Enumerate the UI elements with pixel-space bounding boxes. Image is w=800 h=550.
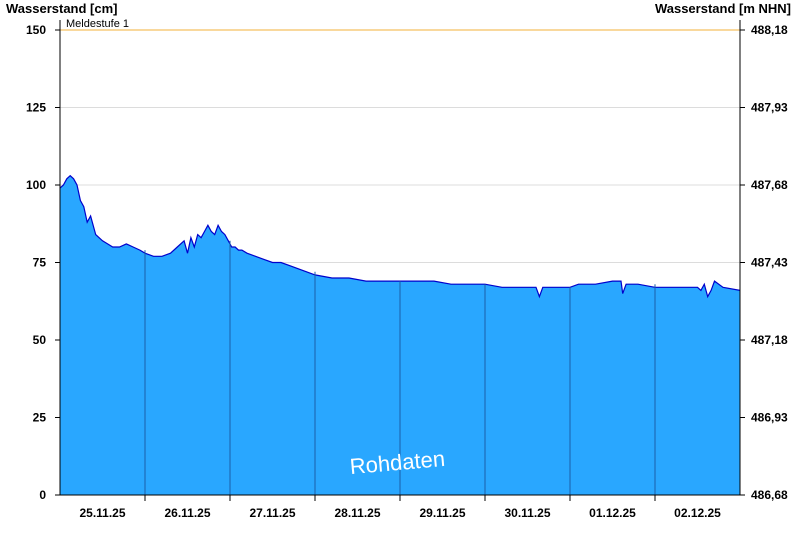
left-tick-label-2: 50 (33, 333, 47, 347)
right-axis-title: Wasserstand [m NHN] (655, 1, 791, 16)
x-tick-label-3: 28.11.25 (334, 506, 380, 520)
right-tick-label-4: 487,68 (751, 178, 788, 192)
right-y-tick-labels: 486,68 486,93 487,18 487,43 487,68 487,93 488,… (740, 23, 788, 502)
left-tick-label-0: 0 (39, 488, 46, 502)
x-tick-label-4: 29.11.25 (419, 506, 465, 520)
right-tick-label-6: 488,18 (751, 23, 788, 37)
left-tick-label-6: 150 (26, 23, 46, 37)
x-tick-label-1: 26.11.25 (164, 506, 210, 520)
left-y-tick-labels: 0 25 50 75 100 125 150 (26, 23, 60, 502)
x-tick-label-2: 27.11.25 (249, 506, 295, 520)
left-tick-label-5: 125 (26, 101, 46, 115)
x-tick-label-0: 25.11.25 (79, 506, 125, 520)
right-tick-label-2: 487,18 (751, 333, 788, 347)
x-tick-labels: 25.11.25 26.11.25 27.11.25 28.11.25 29.11.25… (79, 495, 721, 520)
day-separator-lines (144, 240, 656, 495)
right-tick-label-3: 487,43 (751, 256, 788, 270)
right-tick-label-1: 486,93 (751, 411, 788, 425)
left-tick-label-3: 75 (33, 256, 47, 270)
right-tick-label-5: 487,93 (751, 101, 788, 115)
left-tick-label-1: 25 (33, 411, 47, 425)
threshold-label: Meldestufe 1 (66, 18, 129, 30)
x-tick-label-6: 01.12.25 (589, 506, 636, 520)
right-tick-label-0: 486,68 (751, 488, 788, 502)
left-axis-title: Wasserstand [cm] (6, 1, 118, 16)
water-level-line (59, 174, 741, 299)
left-tick-label-4: 100 (26, 178, 46, 192)
x-tick-label-7: 02.12.25 (674, 506, 721, 520)
x-tick-label-5: 30.11.25 (504, 506, 550, 520)
